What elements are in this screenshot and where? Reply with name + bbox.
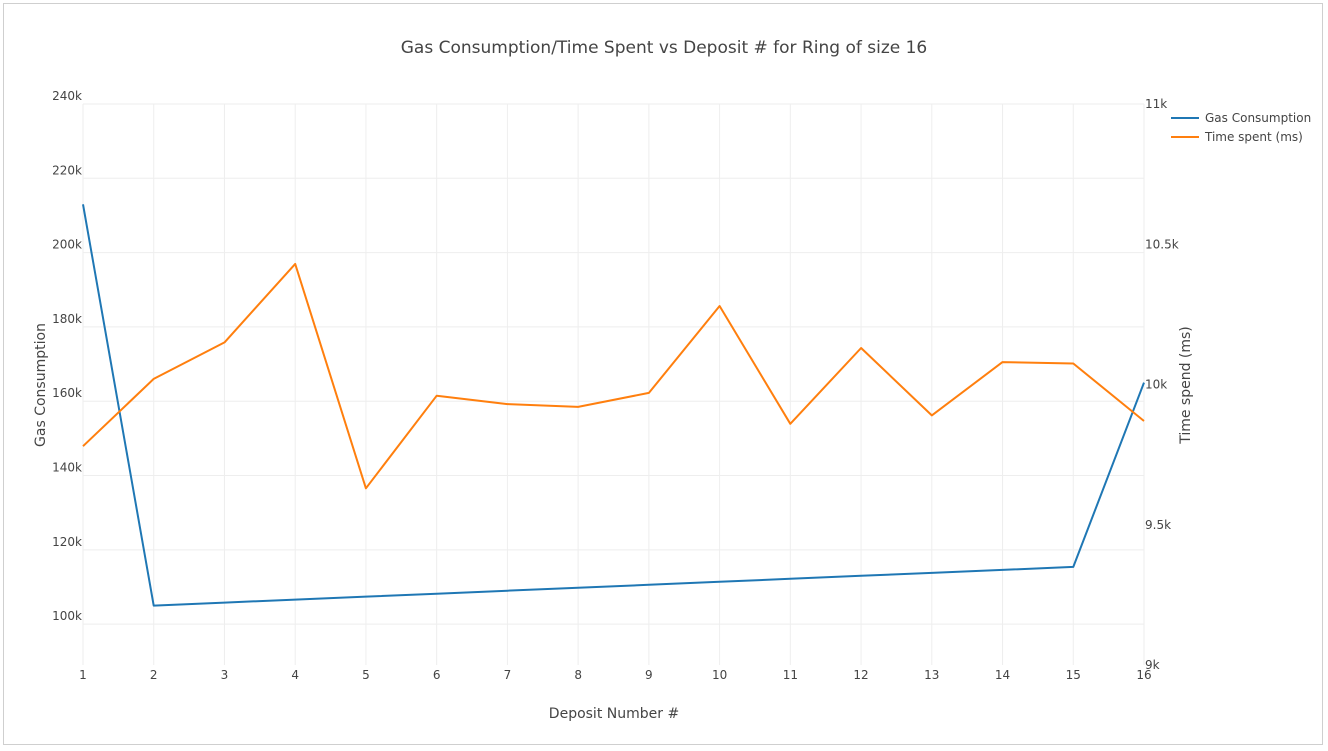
x-tick-label: 12 [853,668,868,682]
x-tick-label: 8 [574,668,582,682]
x-tick-label: 7 [504,668,512,682]
y-tick-label: 180k [52,312,82,326]
y-tick-label: 200k [52,238,82,252]
x-tick-label: 3 [221,668,229,682]
x-tick-label: 16 [1136,668,1151,682]
tick-layer: 1 2 3 4 5 6 7 8 9 10 11 12 13 14 15 16100k120k140k160k1… [52,89,1179,682]
y-tick-label: 160k [52,386,82,400]
legend-label-gas-consumption[interactable]: Gas Consumption [1205,111,1311,125]
x-axis-label: Deposit Number # [549,706,679,722]
y2-axis-label: Time spend (ms) [1178,326,1194,445]
series-line-time-spent-ms[interactable] [82,262,1145,490]
x-tick-label: 13 [924,668,939,682]
grid-layer [82,103,1145,665]
chart-title: Gas Consumption/Time Spent vs Deposit # … [401,38,928,58]
x-tick-label: 2 [150,668,158,682]
x-tick-label: 9 [645,668,653,682]
x-tick-label: 5 [362,668,370,682]
series-layer [82,204,1145,607]
y-tick-label: 220k [52,163,82,177]
series-line-gas-consumption[interactable] [82,204,1145,607]
y2-tick-label: 9k [1145,658,1160,672]
x-tick-label: 15 [1066,668,1081,682]
y-tick-label: 120k [52,535,82,549]
x-tick-label: 11 [783,668,798,682]
y-tick-label: 140k [52,461,82,475]
y2-tick-label: 10.5k [1145,237,1179,251]
legend-label-time-spent[interactable]: Time spent (ms) [1204,130,1303,144]
x-tick-label: 1 [79,668,87,682]
y2-tick-label: 10k [1145,378,1167,392]
y2-tick-label: 11k [1145,97,1167,111]
y-tick-label: 240k [52,89,82,103]
x-tick-label: 10 [712,668,727,682]
y-tick-label: 100k [52,609,82,623]
legend[interactable]: Gas Consumption Time spent (ms) [1171,111,1311,144]
x-tick-label: 6 [433,668,441,682]
x-tick-label: 4 [291,668,299,682]
x-tick-label: 14 [995,668,1010,682]
y2-tick-label: 9.5k [1145,518,1171,532]
y-axis-label: Gas Consumption [33,323,49,447]
